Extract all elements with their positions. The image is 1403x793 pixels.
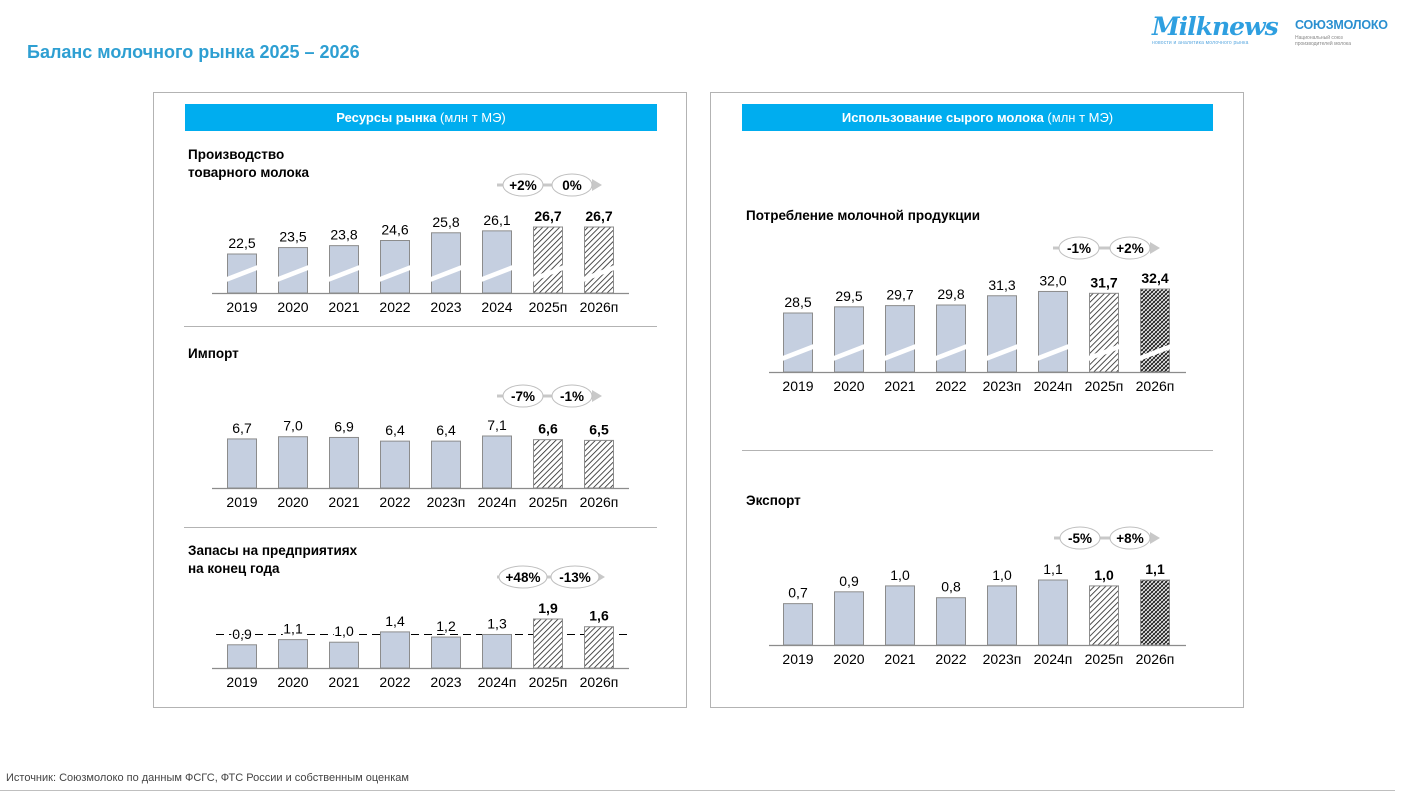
raw-milk-usage-panel bbox=[710, 92, 1244, 708]
title-line: Запасы на предприятиях bbox=[188, 543, 358, 558]
raw-milk-usage-banner: Использование сырого молока (млн т МЭ) bbox=[742, 104, 1213, 131]
milknews-logo-word: Milknews bbox=[1152, 12, 1279, 41]
consumption-chart-title: Потребление молочной продукции bbox=[746, 208, 981, 223]
banner-unit: (млн т МЭ) bbox=[1043, 110, 1114, 125]
footer-divider bbox=[0, 790, 1395, 791]
milknews-logo-tagline: новости и аналитика молочного рынка bbox=[1152, 40, 1249, 46]
section-divider bbox=[184, 326, 657, 327]
banner-title: Ресурсы рынка bbox=[336, 110, 437, 125]
production-chart-title: Производство товарного молока bbox=[188, 146, 309, 182]
milknews-logo: Milknews новости и аналитика молочного р… bbox=[1152, 12, 1279, 52]
stocks-chart-title: Запасы на предприятиях на конец года bbox=[188, 542, 357, 578]
page-title: Баланс молочного рынка 2025 – 2026 bbox=[27, 42, 360, 62]
banner-title: Использование сырого молока bbox=[841, 110, 1044, 125]
title-line: товарного молока bbox=[188, 165, 310, 180]
source-note: Источник: Союзмолоко по данным ФСГС, ФТС… bbox=[6, 772, 409, 784]
section-divider bbox=[742, 450, 1213, 451]
soyuzmoloko-logo-word: СОЮЗМОЛОКО bbox=[1295, 18, 1388, 32]
soyuzmoloko-logo: СОЮЗМОЛОКО Национальный союз производите… bbox=[1295, 18, 1388, 47]
market-resources-banner: Ресурсы рынка (млн т МЭ) bbox=[185, 104, 657, 131]
soyuzmoloko-logo-tagline: Национальный союз производителей молока bbox=[1295, 35, 1352, 47]
section-divider bbox=[184, 527, 657, 528]
title-line: на конец года bbox=[188, 561, 280, 576]
import-chart-title: Импорт bbox=[188, 346, 239, 361]
export-chart-title: Экспорт bbox=[746, 493, 801, 508]
market-resources-panel bbox=[153, 92, 687, 708]
banner-unit: (млн т МЭ) bbox=[436, 110, 506, 125]
title-line: Производство bbox=[188, 147, 285, 162]
